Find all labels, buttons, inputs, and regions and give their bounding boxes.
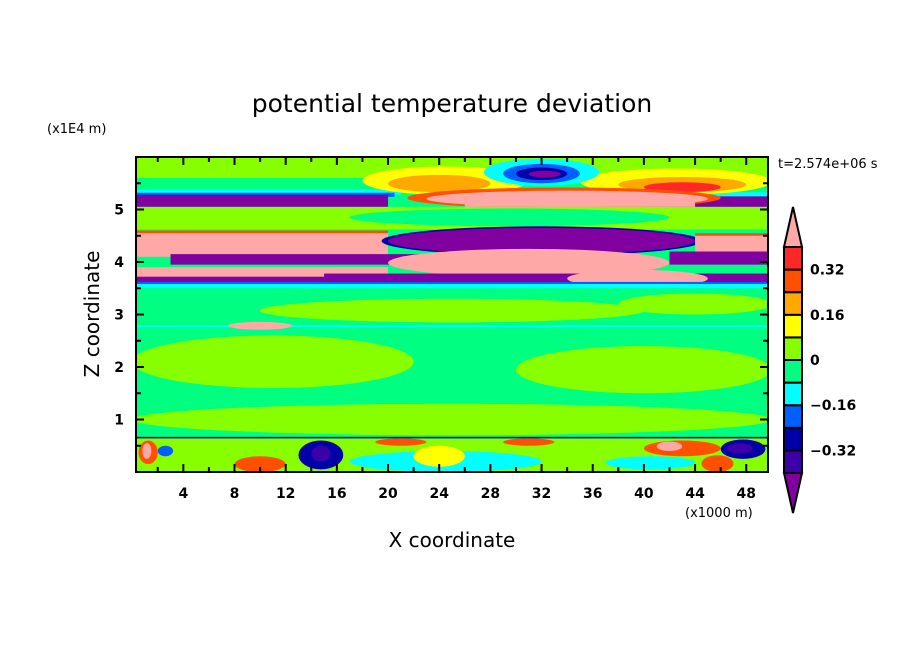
x-tick-label: 12	[276, 486, 295, 502]
contour-field	[136, 157, 768, 472]
colorbar-label: 0	[810, 353, 820, 369]
x-tick-label: 40	[634, 486, 654, 502]
x-tick-label: 24	[429, 486, 449, 502]
contour-region	[136, 233, 389, 257]
contour-region	[324, 273, 768, 283]
contour-region	[643, 182, 721, 193]
colorbar-cell	[783, 426, 803, 452]
chart-title: potential temperature deviation	[252, 89, 652, 118]
contour-region	[503, 438, 555, 446]
contour-region	[388, 248, 670, 277]
contour-region	[311, 445, 331, 462]
y-tick-label: 4	[114, 255, 124, 271]
colorbar-extend-max	[782, 206, 804, 248]
contour-region	[170, 254, 465, 265]
colorbar-extend-min	[782, 472, 804, 514]
contour-region	[260, 298, 644, 323]
y-tick-label: 5	[114, 203, 124, 219]
colorbar-cell	[783, 313, 803, 339]
contour-region	[142, 443, 152, 459]
x-tick-label: 4	[178, 486, 188, 502]
y-tick-labels: 1 2 3 4 5	[114, 203, 124, 429]
colorbar-cell	[783, 336, 803, 361]
contour-region	[413, 445, 465, 467]
y-tick-label: 3	[114, 308, 124, 324]
x-tick-label: 20	[378, 486, 398, 502]
contour-region	[669, 251, 768, 265]
x-unit-label: (x1000 m)	[685, 506, 753, 521]
colorbar-cell	[783, 268, 803, 294]
contour-region	[228, 321, 293, 330]
axis-ticks	[136, 157, 768, 472]
colorbar-cell	[783, 404, 803, 429]
contour-region	[136, 284, 768, 289]
colorbar-cell	[783, 246, 803, 271]
y-tick-label: 2	[114, 360, 124, 376]
contour-region	[516, 346, 768, 394]
contour-region	[701, 455, 734, 472]
x-tick-label: 48	[737, 486, 756, 502]
contour-region	[136, 194, 389, 207]
contour-region	[388, 227, 696, 255]
x-tick-label: 16	[327, 486, 346, 502]
contour-region	[464, 199, 696, 207]
colorbar-label: 0.16	[810, 308, 845, 324]
contour-region	[136, 403, 768, 436]
contour-region	[656, 441, 683, 451]
contour-region	[695, 235, 768, 252]
y-tick-label: 1	[114, 413, 124, 429]
colorbar-label: 0.32	[810, 263, 845, 279]
contour-region	[605, 456, 696, 470]
contour-region	[375, 438, 427, 446]
colorbar: 0.32 0.16 0 −0.16 −0.32	[782, 206, 856, 514]
contour-region	[136, 335, 414, 388]
contour-region	[727, 443, 753, 454]
contour-region	[528, 170, 561, 178]
x-tick-label: 36	[583, 486, 602, 502]
contour-region	[643, 440, 721, 457]
contour-region	[136, 281, 768, 285]
x-tick-label: 32	[532, 486, 551, 502]
x-tick-labels: 4 8 12 16 20 24 28 32 36 40 44 48	[178, 486, 756, 502]
y-unit-label: (x1E4 m)	[47, 122, 106, 137]
contour-region	[136, 267, 389, 278]
contour-region	[136, 189, 401, 195]
x-axis-label: X coordinate	[389, 528, 516, 552]
x-tick-label: 8	[230, 486, 240, 502]
colorbar-cell	[783, 449, 803, 474]
contour-region	[157, 445, 174, 457]
contour-region	[136, 325, 768, 328]
colorbar-cell	[783, 381, 803, 407]
contour-region	[618, 293, 768, 315]
contour-region	[388, 174, 491, 193]
y-axis-label: Z coordinate	[80, 251, 104, 378]
time-label: t=2.574e+06 s	[778, 157, 878, 172]
colorbar-cell	[783, 359, 803, 384]
contour-region	[349, 208, 670, 227]
colorbar-label: −0.32	[810, 443, 856, 459]
colorbar-cell	[783, 291, 803, 316]
contour-region	[136, 192, 395, 197]
contour-region	[234, 456, 286, 472]
colorbar-label: −0.16	[810, 398, 856, 414]
x-tick-label: 28	[481, 486, 500, 502]
contour-region	[136, 436, 768, 439]
x-tick-label: 44	[685, 486, 705, 502]
contour-region	[136, 276, 325, 282]
